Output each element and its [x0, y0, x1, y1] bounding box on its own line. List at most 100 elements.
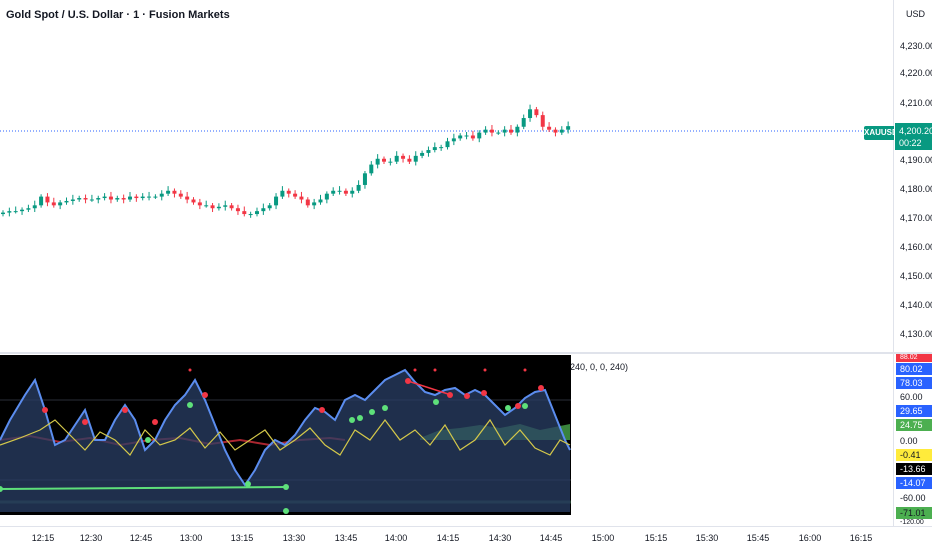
candle-down: [51, 202, 56, 206]
candle-down: [293, 193, 298, 197]
bullish-signal-dot: [187, 402, 193, 408]
candle-up: [559, 129, 564, 133]
indicator-value-badge: -71.01: [896, 507, 932, 519]
candle-down: [242, 211, 247, 215]
price-tick: 4,170.00: [900, 213, 932, 223]
indicator-value-badge: 78.03: [896, 377, 932, 389]
candle-up: [483, 129, 488, 133]
bearish-signal-dot: [405, 378, 411, 384]
candle-down: [121, 198, 126, 200]
bullish-signal-dot: [505, 405, 511, 411]
candle-down: [382, 158, 386, 162]
pane-divider[interactable]: [0, 352, 932, 354]
candle-up: [280, 190, 285, 197]
candle-up: [223, 205, 228, 207]
indicator-tick: -120.00: [900, 519, 924, 526]
candle-up: [255, 211, 259, 215]
indicator-value-badge: -14.07: [896, 477, 932, 489]
time-tick: 12:45: [129, 533, 153, 543]
bearish-signal-dot: [447, 392, 453, 398]
candle-down: [286, 190, 291, 194]
time-tick: 14:00: [384, 533, 408, 543]
candle-down: [343, 190, 348, 194]
bullish-signal-dot: [245, 481, 251, 487]
candle-up: [32, 205, 37, 209]
countdown-value: 00:22: [899, 138, 922, 148]
time-axis[interactable]: [0, 526, 932, 550]
bearish-signal-dot: [523, 368, 527, 372]
bearish-signal-dot: [538, 385, 544, 391]
candle-down: [134, 196, 139, 199]
bearish-signal-dot: [82, 419, 88, 425]
indicator-label[interactable]: 240, 0, 0, 240): [570, 362, 629, 372]
time-tick: 15:30: [695, 533, 719, 543]
candle-up: [318, 199, 323, 203]
indicator-tick: 0.00: [900, 436, 918, 446]
candle-up: [420, 152, 425, 156]
candle-up: [115, 198, 120, 200]
candle-down: [172, 190, 177, 194]
candle-up: [331, 190, 336, 194]
candle-up: [432, 147, 437, 151]
candle-up: [89, 199, 94, 201]
candle-up: [477, 132, 482, 139]
chart-title: Gold Spot / U.S. Dollar · 1 · Fusion Mar…: [6, 9, 230, 21]
candle-up: [102, 196, 107, 199]
bearish-signal-dot: [413, 368, 417, 372]
candle-up: [337, 190, 342, 192]
price-tick: 4,220.00: [900, 68, 932, 78]
currency-label[interactable]: USD: [906, 9, 926, 19]
candle-up: [528, 109, 533, 119]
bullish-signal-dot: [145, 437, 151, 443]
candle-down: [210, 205, 215, 209]
candle-up: [248, 214, 253, 216]
bullish-signal-dot: [357, 415, 363, 421]
candle-down: [553, 129, 558, 133]
bearish-signal-dot: [152, 419, 158, 425]
candle-down: [197, 202, 202, 206]
time-tick: 15:15: [644, 533, 668, 543]
bullish-signal-dot: [369, 409, 375, 415]
price-tick: 4,190.00: [900, 155, 932, 165]
price-axis[interactable]: [893, 0, 932, 352]
candle-down: [305, 199, 310, 206]
candle-up: [274, 196, 279, 206]
bullish-signal-dot: [349, 417, 355, 423]
candle-up: [128, 196, 132, 200]
time-tick: 15:00: [591, 533, 615, 543]
bullish-signal-dot: [283, 484, 289, 490]
price-tick: 4,160.00: [900, 242, 932, 252]
main-chart-pane[interactable]: [0, 0, 893, 352]
bearish-signal-dot: [319, 407, 325, 413]
candle-down: [540, 115, 545, 127]
indicator-value-badge: 88.02: [896, 354, 932, 362]
price-tick: 4,230.00: [900, 41, 932, 51]
bearish-signal-dot: [433, 368, 437, 372]
bearish-signal-dot: [481, 390, 487, 396]
time-tick: 14:15: [436, 533, 460, 543]
candle-up: [566, 126, 571, 130]
candle-up: [26, 208, 31, 210]
time-tick: 13:30: [282, 533, 306, 543]
indicator-tick: -60.00: [900, 493, 926, 503]
candle-up: [140, 196, 145, 199]
candle-up: [451, 138, 456, 142]
candle-up: [369, 164, 374, 174]
candle-down: [509, 129, 513, 133]
candle-up: [362, 173, 367, 185]
indicator-value-badge: -0.41: [896, 449, 932, 461]
signal-line: [0, 418, 571, 456]
red-divergence-line: [407, 380, 449, 395]
candle-up: [20, 209, 25, 212]
bearish-signal-dot: [515, 403, 521, 409]
candle-up: [521, 118, 526, 127]
candle-up: [77, 198, 82, 200]
candle-up: [464, 135, 469, 137]
candle-down: [108, 196, 113, 200]
candle-down: [191, 199, 196, 203]
candle-up: [1, 212, 5, 215]
candle-up: [153, 196, 158, 198]
candle-up: [261, 208, 266, 212]
last-price-tag: 4,200.20 00:22: [895, 123, 932, 150]
signal-dots: [0, 368, 544, 514]
